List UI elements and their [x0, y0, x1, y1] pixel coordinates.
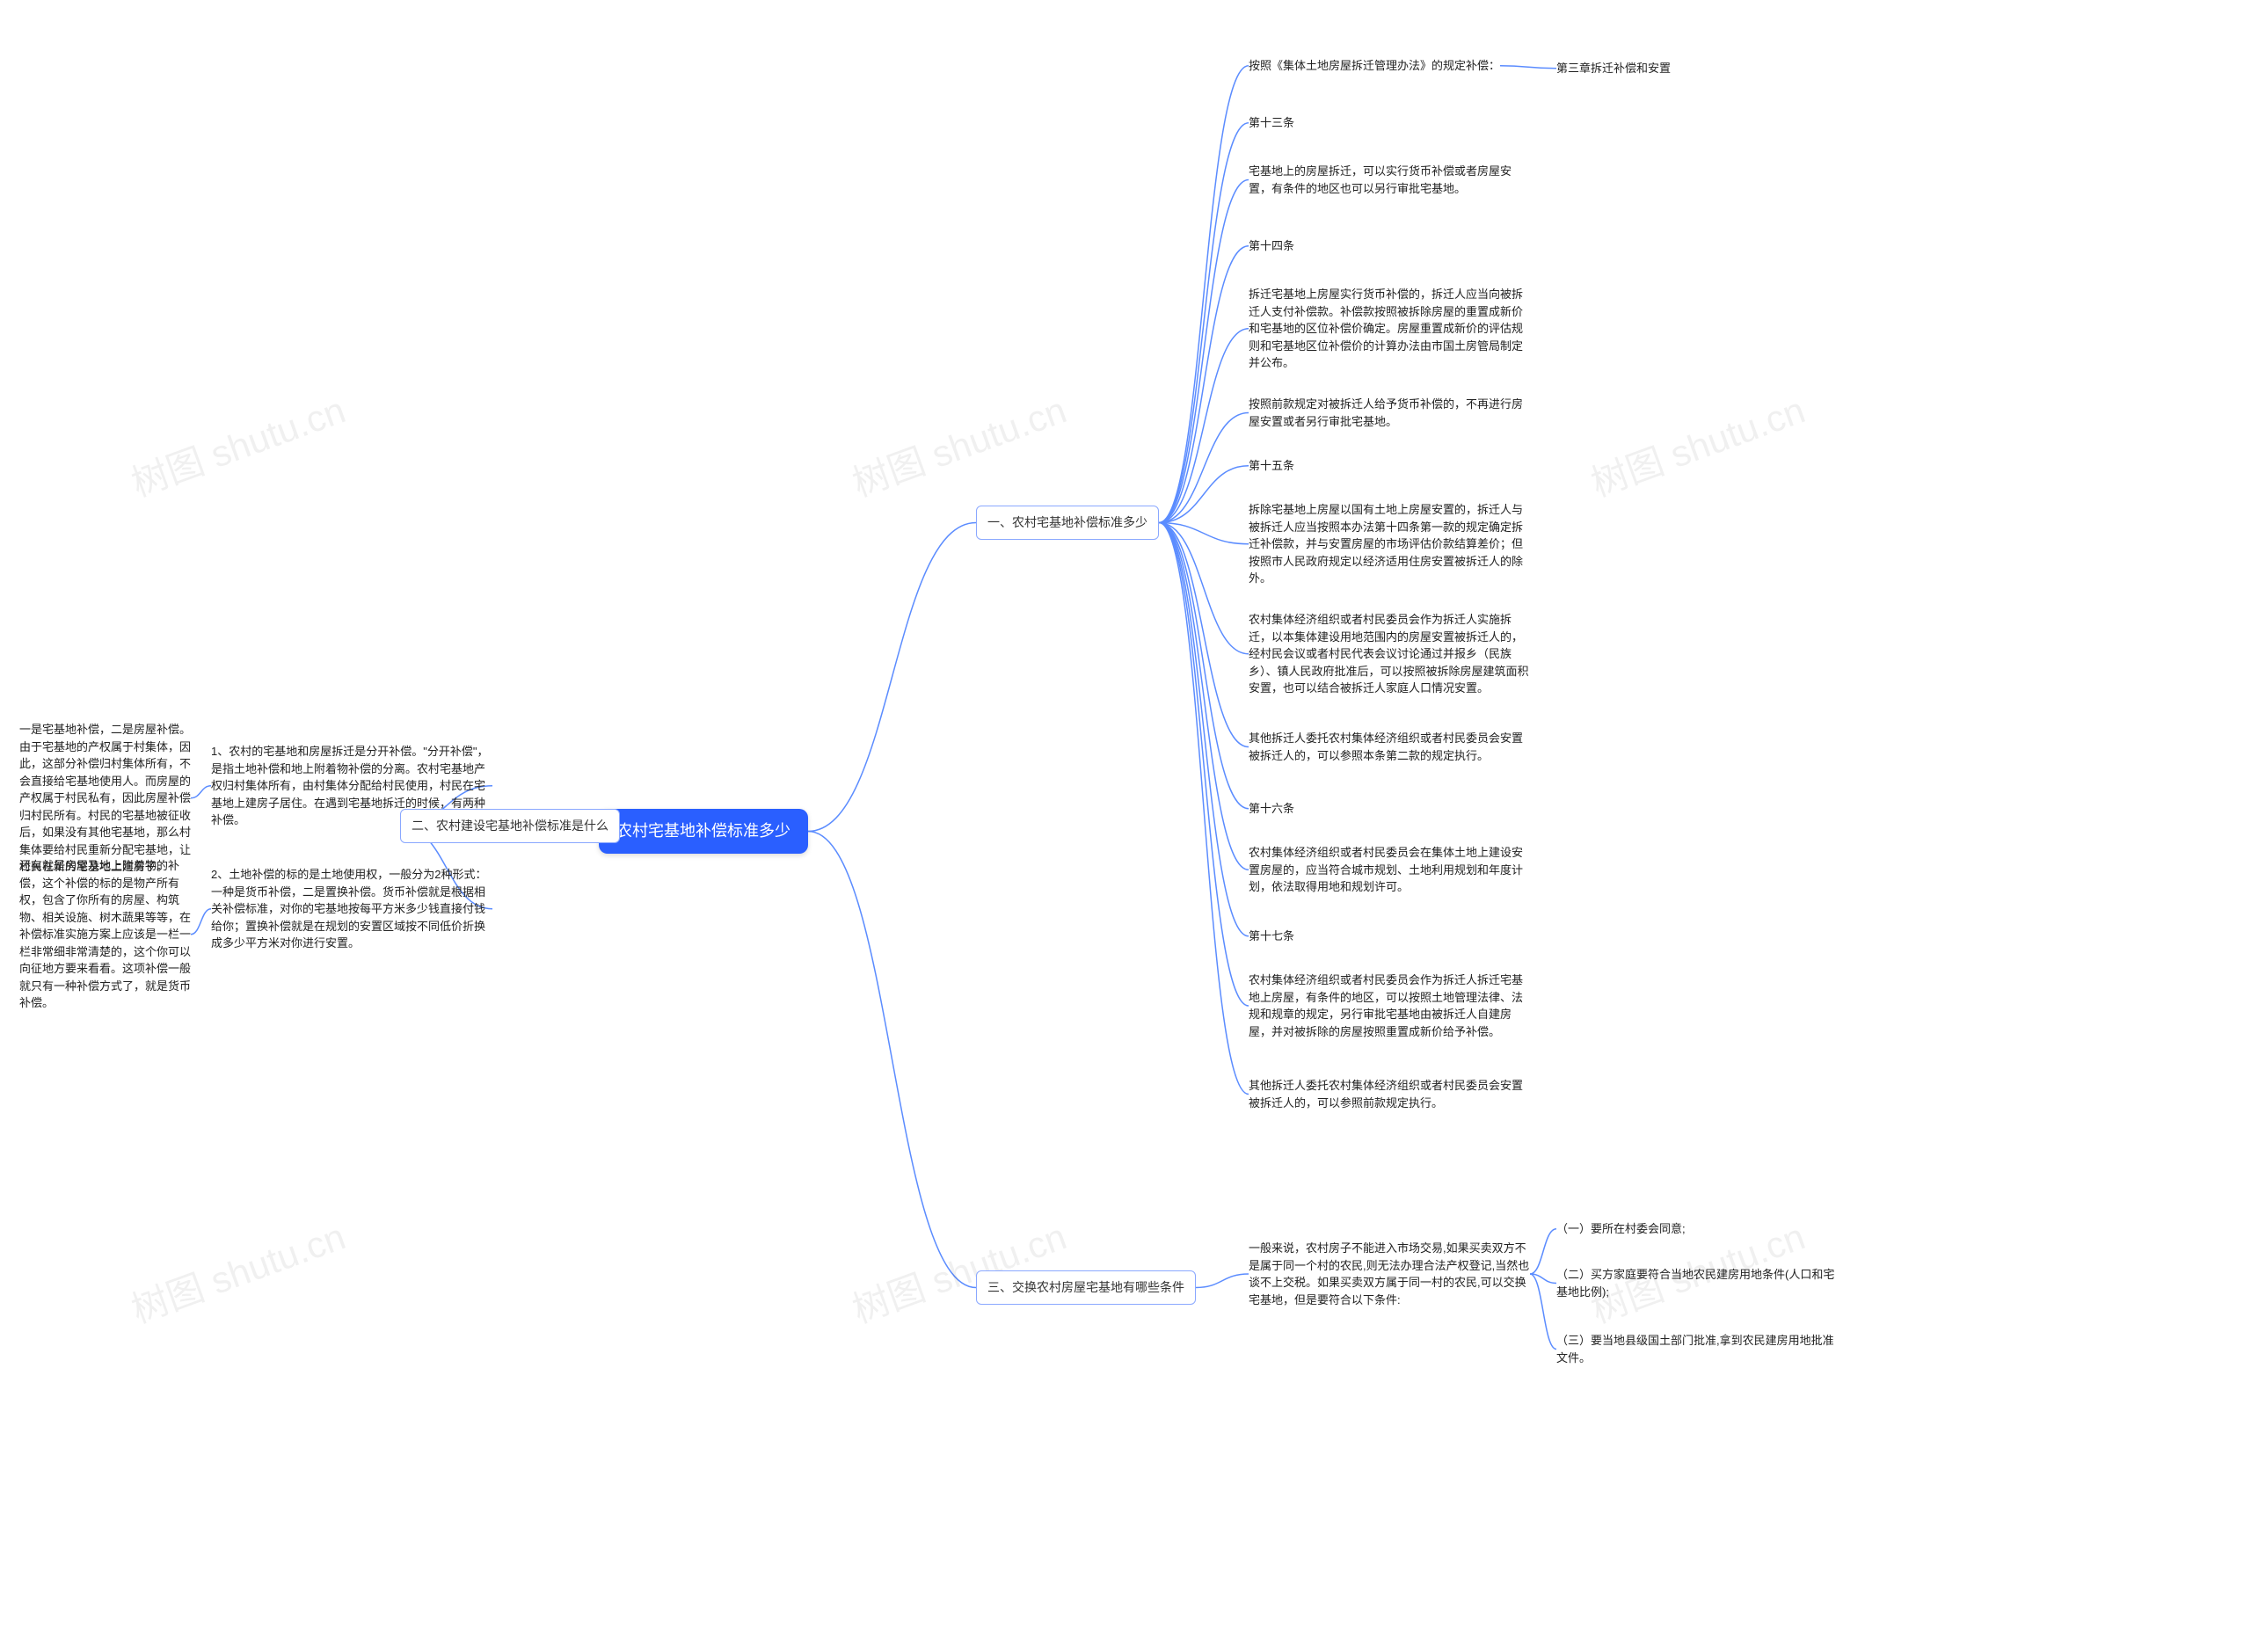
watermark: 树图 shutu.cn — [123, 1207, 352, 1334]
leaf-topic[interactable]: 第十四条 — [1249, 237, 1294, 255]
leaf-topic[interactable]: 其他拆迁人委托农村集体经济组织或者村民委员会安置被拆迁人的，可以参照本条第二款的… — [1249, 730, 1530, 764]
subleaf-topic[interactable]: 第三章拆迁补偿和安置 — [1556, 60, 1671, 77]
leaf-topic[interactable]: 第十三条 — [1249, 114, 1294, 132]
mindmap-canvas: 农村宅基地补偿标准多少 树图 shutu.cn 树图 shutu.cn 树图 shu… — [0, 0, 2251, 1652]
leaf-topic[interactable]: 拆除宅基地上房屋以国有土地上房屋安置的，拆迁人与被拆迁人应当按照本办法第十四条第… — [1249, 501, 1530, 587]
subleaf-topic[interactable]: 一是宅基地补偿，二是房屋补偿。由于宅基地的产权属于村集体，因此，这部分补偿归村集… — [19, 721, 191, 876]
subleaf-topic[interactable]: 还有就是房屋及地上附着物的补偿，这个补偿的标的是物产所有权，包含了你所有的房屋、… — [19, 857, 191, 1012]
leaf-topic[interactable]: 宅基地上的房屋拆迁，可以实行货币补偿或者房屋安置，有条件的地区也可以另行审批宅基… — [1249, 163, 1530, 197]
leaf-topic[interactable]: 按照前款规定对被拆迁人给予货币补偿的，不再进行房屋安置或者另行审批宅基地。 — [1249, 396, 1530, 430]
watermark: 树图 shutu.cn — [1583, 381, 1811, 507]
subleaf-topic[interactable]: （二）买方家庭要符合当地农民建房用地条件(人口和宅基地比例); — [1556, 1266, 1838, 1300]
leaf-topic[interactable]: 一般来说，农村房子不能进入市场交易,如果买卖双方不是属于同一个村的农民,则无法办… — [1249, 1240, 1530, 1308]
leaf-topic[interactable]: 第十六条 — [1249, 800, 1294, 818]
leaf-topic[interactable]: 农村集体经济组织或者村民委员会作为拆迁人拆迁宅基地上房屋，有条件的地区，可以按照… — [1249, 972, 1530, 1040]
center-topic[interactable]: 农村宅基地补偿标准多少 — [599, 809, 808, 854]
leaf-topic[interactable]: 2、土地补偿的标的是土地使用权，一般分为2种形式：一种是货币补偿，二是置换补偿。… — [211, 866, 492, 952]
watermark: 树图 shutu.cn — [844, 381, 1073, 507]
leaf-topic[interactable]: 第十七条 — [1249, 928, 1294, 945]
leaf-topic[interactable]: 按照《集体土地房屋拆迁管理办法》的规定补偿： — [1249, 57, 1500, 75]
leaf-topic[interactable]: 1、农村的宅基地和房屋拆迁是分开补偿。"分开补偿"，是指土地补偿和地上附着物补偿… — [211, 743, 492, 829]
leaf-topic[interactable]: 其他拆迁人委托农村集体经济组织或者村民委员会安置被拆迁人的，可以参照前款规定执行… — [1249, 1077, 1530, 1111]
leaf-topic[interactable]: 农村集体经济组织或者村民委员会在集体土地上建设安置房屋的，应当符合城市规划、土地… — [1249, 844, 1530, 896]
branch-topic[interactable]: 一、农村宅基地补偿标准多少 — [976, 506, 1159, 540]
leaf-topic[interactable]: 拆迁宅基地上房屋实行货币补偿的，拆迁人应当向被拆迁人支付补偿款。补偿款按照被拆除… — [1249, 286, 1530, 372]
branch-topic[interactable]: 三、交换农村房屋宅基地有哪些条件 — [976, 1270, 1196, 1305]
leaf-topic[interactable]: 农村集体经济组织或者村民委员会作为拆迁人实施拆迁，以本集体建设用地范围内的房屋安… — [1249, 611, 1530, 697]
subleaf-topic[interactable]: （三）要当地县级国土部门批准,拿到农民建房用地批准文件。 — [1556, 1332, 1838, 1366]
subleaf-topic[interactable]: （一）要所在村委会同意; — [1556, 1220, 1686, 1238]
watermark: 树图 shutu.cn — [123, 381, 352, 507]
leaf-topic[interactable]: 第十五条 — [1249, 457, 1294, 475]
